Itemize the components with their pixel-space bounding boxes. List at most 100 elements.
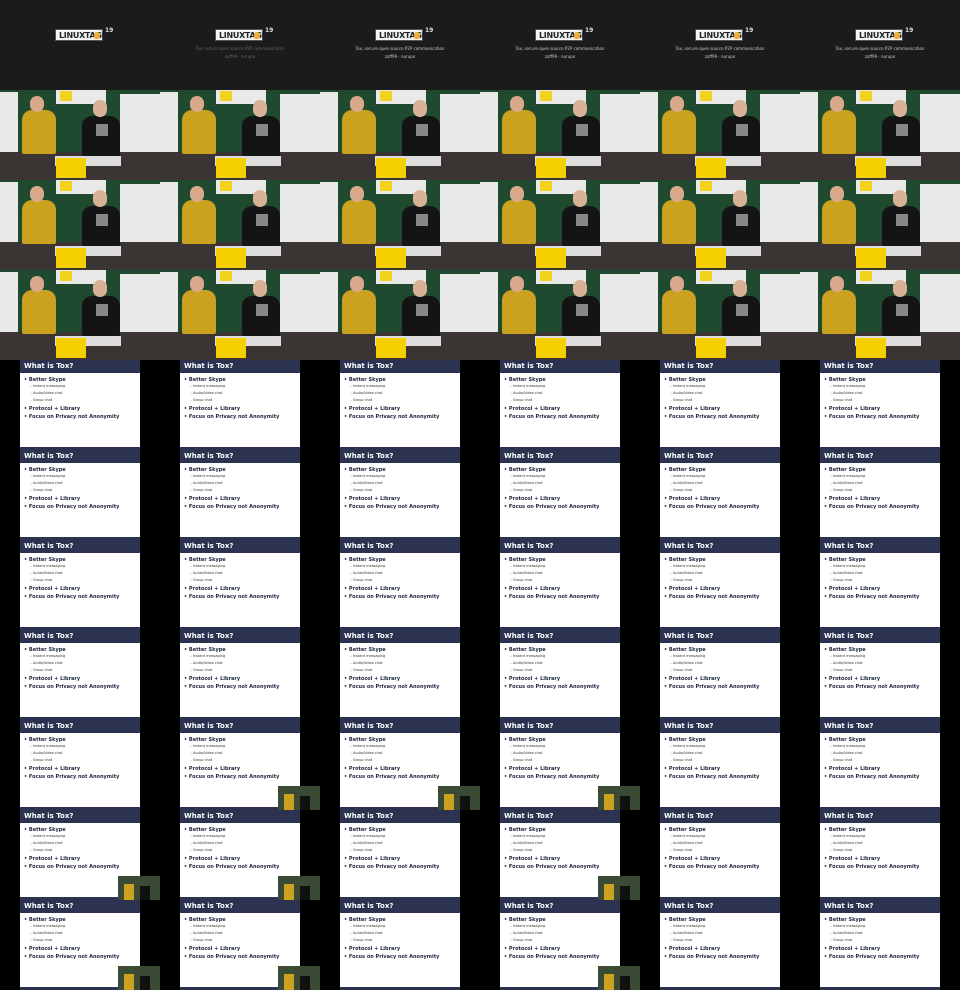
- thumbnail-slide[interactable]: What is Tox? • Better Skype – Instant mess…: [160, 630, 320, 720]
- wall-banner: [320, 272, 338, 332]
- thumbnail-slide[interactable]: What is Tox? • Better Skype – Instant mess…: [0, 540, 160, 630]
- thumbnail-slide[interactable]: What is Tox? • Better Skype – Instant mess…: [320, 450, 480, 540]
- thumbnail-slide[interactable]: What is Tox? • Better Skype – Instant mess…: [320, 900, 480, 990]
- thumbnail-slide[interactable]: What is Tox? • Better Skype – Instant mess…: [640, 810, 800, 900]
- thumbnail-slide[interactable]: What is Tox? • Better Skype – Instant mess…: [0, 900, 160, 990]
- thumbnail-slide[interactable]: What is Tox? • Better Skype – Instant mess…: [160, 540, 320, 630]
- slide-canvas: What is Tox? • Better Skype – Instant mess…: [20, 450, 140, 540]
- wall-banner: [920, 94, 960, 152]
- thumbnail-slide[interactable]: What is Tox? • Better Skype – Instant mess…: [160, 720, 320, 810]
- thumbnail-slide[interactable]: What is Tox? • Better Skype – Instant mess…: [0, 810, 160, 900]
- thumbnail-video-frame[interactable]: [0, 270, 160, 360]
- thumbnail-slide[interactable]: What is Tox? • Better Skype – Instant mess…: [640, 360, 800, 450]
- slide-sub-bullet: – Instant messaging: [350, 564, 386, 568]
- thumbnail-slide[interactable]: What is Tox? • Better Skype – Instant mess…: [480, 900, 640, 990]
- linuxtage-logo: LINUXTAGE: [55, 29, 107, 41]
- thumbnail-slide[interactable]: What is Tox? • Better Skype – Instant mess…: [800, 900, 960, 990]
- thumbnail-title-card[interactable]: LINUXTAGE 19 Tox, secure open source P2P c…: [640, 0, 800, 90]
- speaker-black-shirt: [562, 296, 600, 336]
- thumbnail-video-frame[interactable]: [0, 180, 160, 270]
- thumbnail-video-frame[interactable]: [480, 90, 640, 180]
- thumbnail-slide[interactable]: What is Tox? • Better Skype – Instant mess…: [480, 630, 640, 720]
- thumbnail-slide[interactable]: What is Tox? • Better Skype – Instant mess…: [0, 630, 160, 720]
- thumbnail-video-frame[interactable]: [0, 90, 160, 180]
- thumbnail-slide[interactable]: What is Tox? • Better Skype – Instant mess…: [320, 540, 480, 630]
- thumbnail-slide[interactable]: What is Tox? • Better Skype – Instant mess…: [160, 360, 320, 450]
- speaker-black-shirt: [722, 206, 760, 246]
- thumbnail-video-frame[interactable]: [800, 180, 960, 270]
- thumbnail-slide[interactable]: What is Tox? • Better Skype – Instant mess…: [480, 810, 640, 900]
- slide-sub-bullet: – Instant messaging: [30, 924, 66, 928]
- thumbnail-slide[interactable]: What is Tox? • Better Skype – Instant mess…: [800, 810, 960, 900]
- thumbnail-slide[interactable]: What is Tox? • Better Skype – Instant mess…: [640, 720, 800, 810]
- thumbnail-slide[interactable]: What is Tox? • Better Skype – Instant mess…: [480, 450, 640, 540]
- thumbnail-title-card[interactable]: LINUXTAGE 19: [0, 0, 160, 90]
- thumbnail-video-frame[interactable]: [480, 180, 640, 270]
- thumbnail-title-card[interactable]: LINUXTAGE 19 Tox, secure open source P2P c…: [160, 0, 320, 90]
- thumbnail-slide[interactable]: What is Tox? • Better Skype – Instant mess…: [480, 360, 640, 450]
- thumbnail-video-frame[interactable]: [320, 90, 480, 180]
- logo-year: 19: [745, 27, 754, 34]
- thumbnail-video-frame[interactable]: [800, 270, 960, 360]
- slide-bullet: • Better Skype: [184, 647, 226, 653]
- thumbnail-slide[interactable]: What is Tox? • Better Skype – Instant mess…: [640, 540, 800, 630]
- thumbnail-title-card[interactable]: LINUXTAGE 19 Tox, secure open source P2P c…: [800, 0, 960, 90]
- slide-canvas: What is Tox? • Better Skype – Instant mess…: [820, 630, 940, 720]
- thumbnail-video-frame[interactable]: [160, 270, 320, 360]
- thumbnail-slide[interactable]: What is Tox? • Better Skype – Instant mess…: [0, 360, 160, 450]
- shirt-print: [576, 304, 588, 316]
- thumbnail-title-card[interactable]: LINUXTAGE 19 Tox, secure open source P2P c…: [480, 0, 640, 90]
- slide-bullet: • Protocol + Library: [344, 676, 401, 682]
- wall-banner: [640, 182, 658, 242]
- thumbnail-slide[interactable]: What is Tox? • Better Skype – Instant mess…: [640, 450, 800, 540]
- thumbnail-video-frame[interactable]: [800, 90, 960, 180]
- thumbnail-slide[interactable]: What is Tox? • Better Skype – Instant mess…: [320, 810, 480, 900]
- lectern-sign: [696, 338, 726, 358]
- wall-banner: [320, 182, 338, 242]
- thumbnail-video-frame[interactable]: [320, 270, 480, 360]
- thumbnail-slide[interactable]: What is Tox? • Better Skype – Instant mess…: [800, 720, 960, 810]
- thumbnail-slide[interactable]: What is Tox? • Better Skype – Instant mess…: [480, 540, 640, 630]
- thumbnail-video-frame[interactable]: [480, 270, 640, 360]
- thumbnail-video-frame[interactable]: [640, 90, 800, 180]
- slide-bullet: • Focus on Privacy not Anonymity: [664, 864, 760, 870]
- slide-sub-bullet: – Group chat: [670, 758, 693, 762]
- slide-bullet: • Focus on Privacy not Anonymity: [504, 504, 600, 510]
- slide-canvas: What is Tox? • Better Skype – Instant mess…: [340, 360, 460, 450]
- thumbnail-slide[interactable]: What is Tox? • Better Skype – Instant mess…: [320, 720, 480, 810]
- thumbnail-slide[interactable]: What is Tox? • Better Skype – Instant mess…: [320, 360, 480, 450]
- thumbnail-slide[interactable]: What is Tox? • Better Skype – Instant mess…: [480, 720, 640, 810]
- thumbnail-video-frame[interactable]: [160, 180, 320, 270]
- slide-bullet: • Focus on Privacy not Anonymity: [504, 684, 600, 690]
- thumbnail-video-frame[interactable]: [640, 270, 800, 360]
- thumbnail-slide[interactable]: What is Tox? • Better Skype – Instant mess…: [800, 450, 960, 540]
- slide-bullet: • Protocol + Library: [184, 406, 241, 412]
- wall-yellow: [540, 181, 552, 191]
- thumbnail-slide[interactable]: What is Tox? • Better Skype – Instant mess…: [160, 900, 320, 990]
- thumbnail-video-frame[interactable]: [320, 180, 480, 270]
- thumbnail-slide[interactable]: What is Tox? • Better Skype – Instant mess…: [800, 360, 960, 450]
- speaker-head: [670, 96, 684, 112]
- thumbnail-slide[interactable]: What is Tox? • Better Skype – Instant mess…: [800, 630, 960, 720]
- slide-sub-bullet: – Instant messaging: [510, 924, 546, 928]
- thumbnail-slide[interactable]: What is Tox? • Better Skype – Instant mess…: [0, 720, 160, 810]
- slide-heading: What is Tox?: [180, 810, 300, 823]
- thumbnail-video-frame[interactable]: [640, 180, 800, 270]
- thumbnail-title-card[interactable]: LINUXTAGE 19 Tox, secure open source P2P c…: [320, 0, 480, 90]
- slide-bullet: • Focus on Privacy not Anonymity: [824, 954, 920, 960]
- lectern: [695, 336, 761, 346]
- thumbnail-slide[interactable]: What is Tox? • Better Skype – Instant mess…: [640, 630, 800, 720]
- slide-heading: What is Tox?: [660, 540, 780, 553]
- thumbnail-slide[interactable]: What is Tox? • Better Skype – Instant mess…: [640, 900, 800, 990]
- slide-canvas: What is Tox? • Better Skype – Instant mess…: [660, 630, 780, 720]
- thumbnail-slide[interactable]: What is Tox? • Better Skype – Instant mess…: [160, 810, 320, 900]
- thumbnail-slide[interactable]: What is Tox? • Better Skype – Instant mess…: [800, 540, 960, 630]
- speaker-head: [670, 186, 684, 202]
- thumbnail-video-frame[interactable]: [160, 90, 320, 180]
- slide-sub-bullet: – Group chat: [30, 848, 53, 852]
- thumbnail-slide[interactable]: What is Tox? • Better Skype – Instant mess…: [320, 630, 480, 720]
- lectern: [535, 156, 601, 166]
- thumbnail-slide[interactable]: What is Tox? • Better Skype – Instant mess…: [0, 450, 160, 540]
- thumbnail-slide[interactable]: What is Tox? • Better Skype – Instant mess…: [160, 450, 320, 540]
- speaker-head: [510, 96, 524, 112]
